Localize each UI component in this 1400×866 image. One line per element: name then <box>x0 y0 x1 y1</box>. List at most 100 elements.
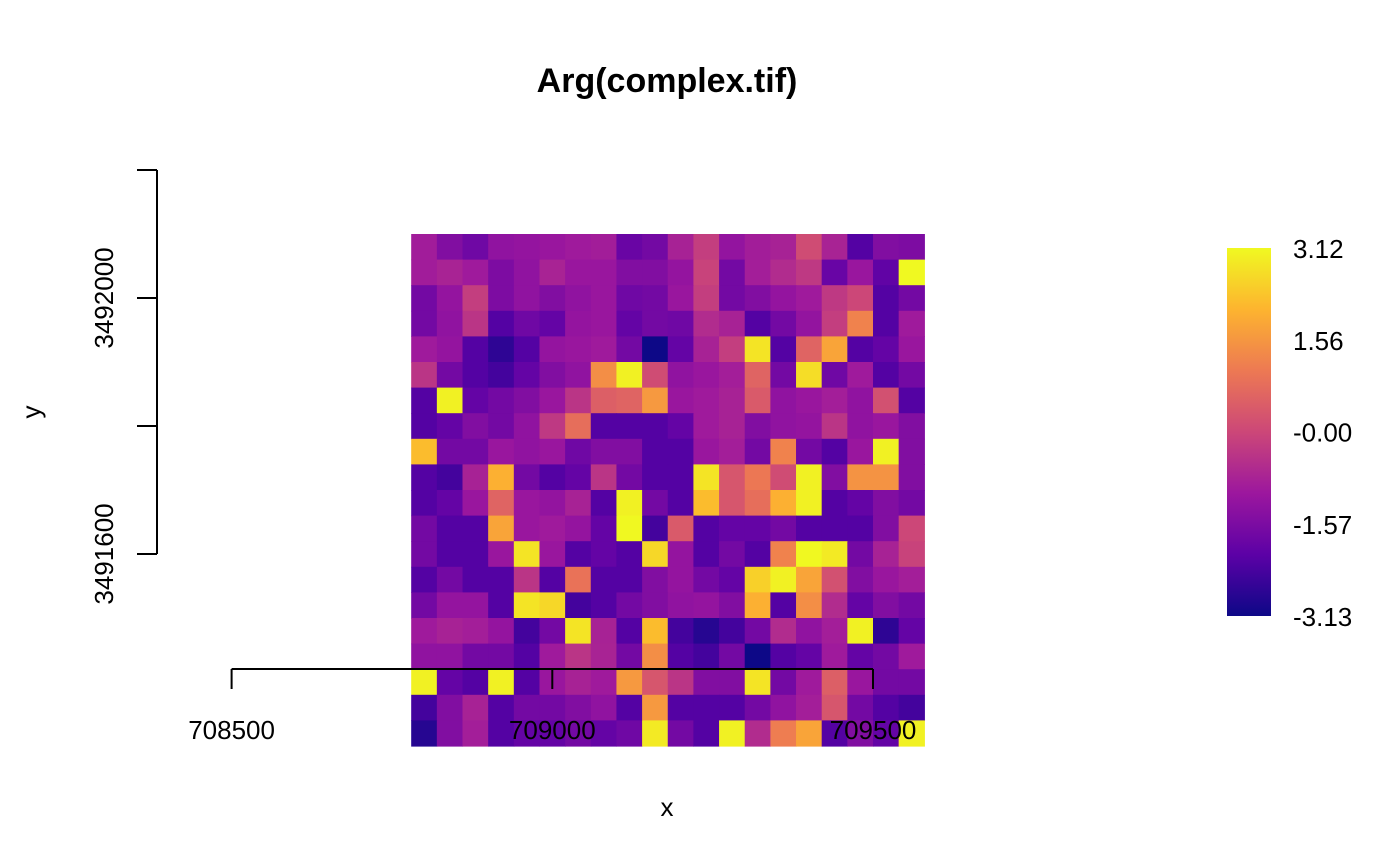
raster-cell <box>513 362 541 389</box>
raster-cell <box>462 566 489 593</box>
raster-cell <box>411 310 438 337</box>
raster-cell <box>821 285 848 312</box>
raster-cell <box>513 592 541 619</box>
raster-cell <box>513 438 541 465</box>
raster-cell <box>821 592 848 619</box>
raster-cell <box>898 387 925 414</box>
raster-cell <box>462 438 489 465</box>
raster-cell <box>796 310 823 337</box>
raster-cell <box>642 490 669 517</box>
raster-cell <box>411 336 438 363</box>
raster-cell <box>847 438 874 465</box>
raster-cell <box>667 490 695 517</box>
raster-cell <box>590 694 618 721</box>
raster-cell <box>873 413 900 440</box>
raster-cell <box>770 515 797 542</box>
legend-label: -1.57 <box>1293 510 1352 540</box>
x-axis-label: x <box>661 792 674 822</box>
raster-cell <box>898 336 925 363</box>
raster-cell <box>873 541 900 568</box>
raster-cell <box>796 259 823 286</box>
raster-cell <box>462 387 489 414</box>
raster-cell <box>898 362 925 389</box>
raster-cell <box>590 285 618 312</box>
raster-cell <box>719 310 746 337</box>
raster-cell <box>667 234 695 261</box>
raster-cell <box>488 234 515 261</box>
raster-cell <box>616 515 643 542</box>
raster-cell <box>616 618 643 645</box>
raster-cell <box>770 566 797 593</box>
raster-cell <box>539 336 566 363</box>
raster-cell <box>744 694 771 721</box>
raster-cell <box>436 259 464 286</box>
raster-cell <box>462 413 489 440</box>
raster-cell <box>796 490 823 517</box>
raster-cell <box>462 490 489 517</box>
raster-cell <box>667 643 695 670</box>
raster-cell <box>616 541 643 568</box>
raster-cell <box>565 541 592 568</box>
raster-cell <box>565 694 592 721</box>
raster-cell <box>796 592 823 619</box>
raster-cell <box>616 592 643 619</box>
raster-cell <box>744 720 771 747</box>
raster-cell <box>744 310 771 337</box>
raster-cell <box>642 234 669 261</box>
raster-cell <box>565 490 592 517</box>
x-tick-label: 709500 <box>830 715 917 745</box>
raster-cell <box>898 234 925 261</box>
raster-cell <box>719 618 746 645</box>
raster-cell <box>539 285 566 312</box>
raster-cell <box>719 259 746 286</box>
raster-cell <box>821 541 848 568</box>
raster-cell <box>873 438 900 465</box>
raster-cell <box>411 669 438 696</box>
raster-cell <box>821 362 848 389</box>
raster-cell <box>642 259 669 286</box>
raster-cell <box>719 566 746 593</box>
raster-cell <box>744 234 771 261</box>
raster-cell <box>898 592 925 619</box>
raster-cell <box>873 464 900 491</box>
raster-cell <box>744 490 771 517</box>
raster-cell <box>411 413 438 440</box>
y-tick-label: 3491600 <box>89 503 119 604</box>
raster-cell <box>873 515 900 542</box>
raster-cell <box>898 310 925 337</box>
raster-cell <box>488 438 515 465</box>
raster-cell <box>719 541 746 568</box>
raster-cell <box>488 669 515 696</box>
raster-cell <box>513 336 541 363</box>
raster-cell <box>693 336 720 363</box>
raster-cell <box>488 336 515 363</box>
raster-cell <box>898 259 925 286</box>
raster-cell <box>898 618 925 645</box>
raster-cell <box>565 336 592 363</box>
raster-cell <box>590 541 618 568</box>
raster-cell <box>462 720 489 747</box>
raster-cell <box>590 234 618 261</box>
raster-cell <box>693 720 720 747</box>
raster-cell <box>488 541 515 568</box>
raster-cell <box>411 259 438 286</box>
raster-cell <box>590 310 618 337</box>
raster-cell <box>770 336 797 363</box>
raster-cell <box>565 259 592 286</box>
raster-cell <box>873 259 900 286</box>
raster-cell <box>667 720 695 747</box>
raster-cell <box>462 234 489 261</box>
raster-cell <box>744 515 771 542</box>
raster-cell <box>847 259 874 286</box>
raster-cell <box>821 566 848 593</box>
raster-cell <box>411 387 438 414</box>
raster-cell <box>488 643 515 670</box>
raster-cell <box>744 541 771 568</box>
raster-cell <box>693 438 720 465</box>
raster-cell <box>513 566 541 593</box>
raster-cell <box>513 387 541 414</box>
raster-cell <box>462 362 489 389</box>
raster-cell <box>873 387 900 414</box>
raster-cell <box>821 618 848 645</box>
